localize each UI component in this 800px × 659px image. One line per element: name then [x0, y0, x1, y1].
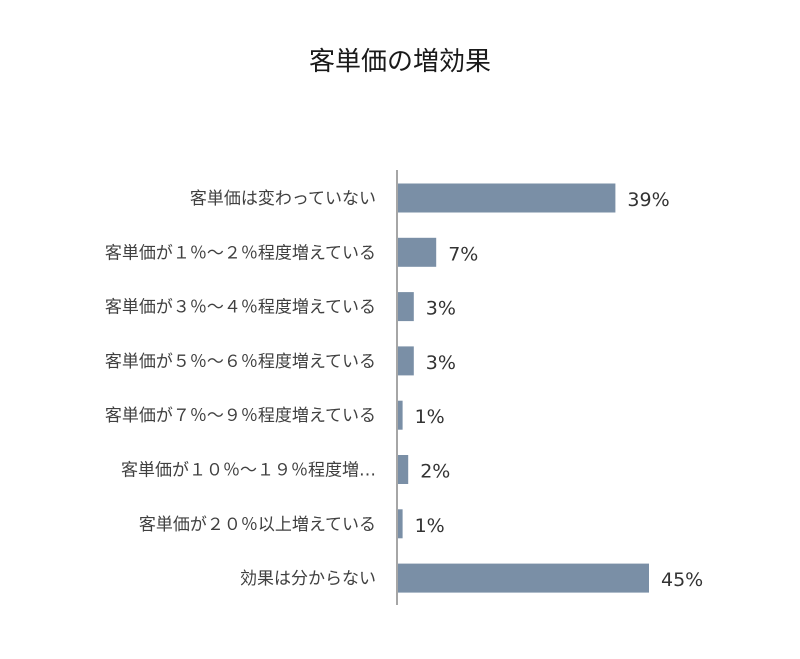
chart-title: 客単価の増効果 [309, 47, 491, 77]
category-labels-group: 客単価は変わっていない客単価が１％～２％程度増えている客単価が３％～４％程度増え… [105, 189, 376, 589]
category-label-4: 客単価が７％～９％程度増えている [105, 406, 376, 426]
bar-6 [397, 509, 403, 539]
bars-group [397, 183, 649, 593]
bar-2 [397, 292, 414, 322]
bar-1 [397, 237, 437, 267]
category-label-7: 効果は分からない [240, 569, 376, 589]
category-label-3: 客単価が５％～６％程度増えている [105, 352, 376, 372]
bar-3 [397, 346, 414, 376]
category-label-1: 客単価が１％～２％程度増えている [105, 243, 376, 263]
data-label-1: 7% [448, 243, 478, 265]
data-label-7: 45% [661, 569, 703, 591]
data-label-6: 1% [415, 515, 445, 537]
data-label-0: 39% [627, 189, 669, 211]
category-label-5: 客単価が１０％～１９％程度増… [121, 461, 376, 481]
bar-5 [397, 455, 409, 484]
data-label-4: 1% [415, 406, 445, 428]
bar-4 [397, 400, 403, 430]
value-labels-group: 39% 7% 3% 3% 1% 2% 1% 45% [415, 189, 704, 591]
data-label-5: 2% [420, 461, 450, 483]
data-label-2: 3% [426, 298, 456, 320]
bar-7 [397, 563, 649, 593]
category-label-2: 客単価が３％～４％程度増えている [105, 298, 376, 318]
data-label-3: 3% [426, 352, 456, 374]
category-label-6: 客単価が２０％以上増えている [139, 515, 376, 535]
category-label-0: 客単価は変わっていない [190, 189, 376, 209]
bar-0 [397, 183, 616, 213]
